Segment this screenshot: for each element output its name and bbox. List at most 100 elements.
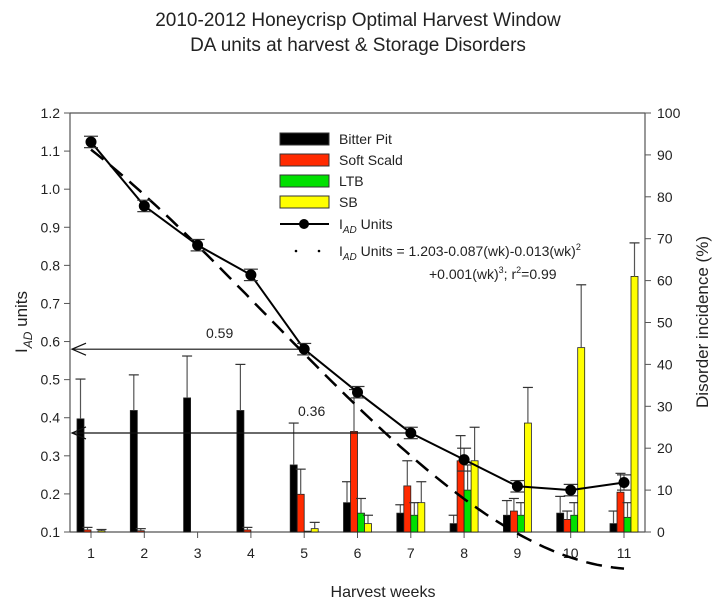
y-tick-label: 0.3 (41, 448, 61, 464)
arrow-head-icon (70, 342, 87, 356)
y2-tick-label: 80 (657, 189, 673, 205)
y2-tick-label: 50 (657, 315, 673, 331)
legend-label-bitter-pit: Bitter Pit (339, 131, 392, 147)
x-tick-label: 3 (194, 545, 202, 561)
x-tick-label: 8 (460, 545, 468, 561)
bar-sb (470, 460, 479, 533)
iad-data-point (618, 476, 630, 488)
y-axis-title: IAD units (12, 291, 35, 353)
y-tick-label: 1.2 (41, 105, 61, 121)
bar-sb (310, 528, 319, 533)
legend-dot-fit-1 (294, 249, 298, 253)
bar-bitter-pit (236, 410, 245, 533)
bar-ltb (517, 514, 525, 533)
axes: 0.1 0.2 0.3 0.4 0.5 0.6 0.7 0.8 0.9 1.0 1.1 1.2 0 10 2… (41, 105, 681, 561)
legend: Bitter Pit Soft Scald LTB SB IAD Units I… (279, 131, 581, 282)
bar-soft-scald (350, 431, 358, 533)
y2-tick-label: 10 (657, 482, 673, 498)
x-tick-label: 11 (617, 545, 632, 561)
iad-line-series (84, 135, 631, 570)
y2-tick-label: 30 (657, 398, 673, 414)
bar-bitter-pit (183, 397, 192, 533)
bar-sb (630, 276, 639, 533)
annotation-059: 0.59 (206, 325, 233, 341)
iad-data-point (245, 269, 257, 281)
bar-ltb (463, 489, 472, 533)
legend-label-sb: SB (339, 194, 358, 210)
bar-sb (97, 530, 106, 533)
legend-label-fit-equation: IAD Units = 1.203-0.087(wk)-0.013(wk)2 (339, 242, 581, 263)
bar-soft-scald (83, 529, 92, 533)
x-tick-label: 2 (140, 545, 148, 561)
iad-data-point (565, 484, 577, 496)
bar-soft-scald (616, 491, 625, 533)
legend-label-iad: IAD Units (339, 216, 393, 236)
y2-tick-label: 70 (657, 231, 673, 247)
bar-sb (417, 502, 426, 533)
bar-bitter-pit (129, 410, 138, 533)
x-tick-label: 1 (87, 545, 95, 561)
arrow-head-icon (70, 426, 87, 440)
bar-soft-scald (296, 493, 305, 533)
y2-tick-label: 60 (657, 273, 673, 289)
x-axis-title: Harvest weeks (331, 584, 436, 601)
y2-axis-title: Disorder incidence (%) (693, 236, 712, 408)
iad-data-point (458, 454, 470, 466)
x-tick-label: 5 (300, 545, 308, 561)
legend-label-fit-equation-line2: +0.001(wk)3; r2=0.99 (429, 265, 557, 282)
y2-tick-label: 20 (657, 440, 673, 456)
bar-ltb (570, 514, 579, 533)
iad-data-point (405, 427, 417, 439)
y-tick-label: 0.6 (41, 334, 61, 350)
y-tick-label: 0.9 (41, 219, 61, 235)
annotations: 0.59 0.36 (70, 325, 411, 440)
bar-soft-scald (136, 530, 145, 533)
bar-bitter-pit (449, 523, 458, 533)
bar-bitter-pit (396, 512, 405, 533)
legend-label-ltb: LTB (339, 173, 364, 189)
bar-ltb (357, 512, 365, 533)
iad-data-point (298, 343, 310, 355)
y-tick-label: 0.8 (41, 257, 61, 273)
iad-data-point (85, 136, 97, 148)
y-tick-label: 1.1 (41, 143, 61, 159)
iad-data-point (511, 480, 523, 492)
x-tick-label: 9 (514, 545, 522, 561)
legend-swatch-ltb (279, 174, 330, 188)
legend-dot-fit-2 (317, 249, 321, 253)
chart-title-line2: DA units at harvest & Storage Disorders (190, 35, 526, 56)
y-tick-label: 0.5 (41, 372, 61, 388)
bar-sb (364, 523, 372, 533)
y-tick-label: 0.1 (41, 524, 61, 540)
y-tick-label: 0.2 (41, 486, 61, 502)
legend-swatch-soft-scald (279, 153, 330, 167)
bar-bitter-pit (609, 523, 618, 533)
y-tick-label: 1.0 (41, 181, 61, 197)
y2-tick-label: 90 (657, 147, 673, 163)
y-tick-label: 0.7 (41, 295, 61, 311)
iad-data-point (352, 386, 363, 398)
legend-marker-iad (299, 219, 309, 229)
legend-label-soft-scald: Soft Scald (339, 152, 403, 168)
chart-title-line1: 2010-2012 Honeycrisp Optimal Harvest Win… (155, 10, 561, 31)
legend-swatch-bitter-pit (279, 132, 330, 146)
bar-ltb (303, 530, 312, 533)
y2-tick-label: 40 (657, 356, 673, 372)
y2-tick-label: 100 (657, 105, 681, 121)
y-tick-label: 0.4 (41, 410, 61, 426)
x-tick-label: 4 (247, 545, 255, 561)
bar-soft-scald (563, 519, 572, 533)
bar-soft-scald (509, 510, 518, 533)
bar-sb (577, 347, 586, 533)
iad-data-point (192, 239, 204, 251)
bar-bitter-pit (502, 514, 511, 533)
x-tick-label: 6 (354, 545, 362, 561)
bar-soft-scald (243, 529, 252, 533)
bar-soft-scald (403, 485, 412, 533)
bar-ltb (410, 514, 419, 533)
y2-tick-label: 0 (657, 524, 665, 540)
legend-swatch-sb (279, 195, 330, 209)
x-tick-label: 7 (407, 545, 415, 561)
bar-ltb (623, 516, 632, 533)
